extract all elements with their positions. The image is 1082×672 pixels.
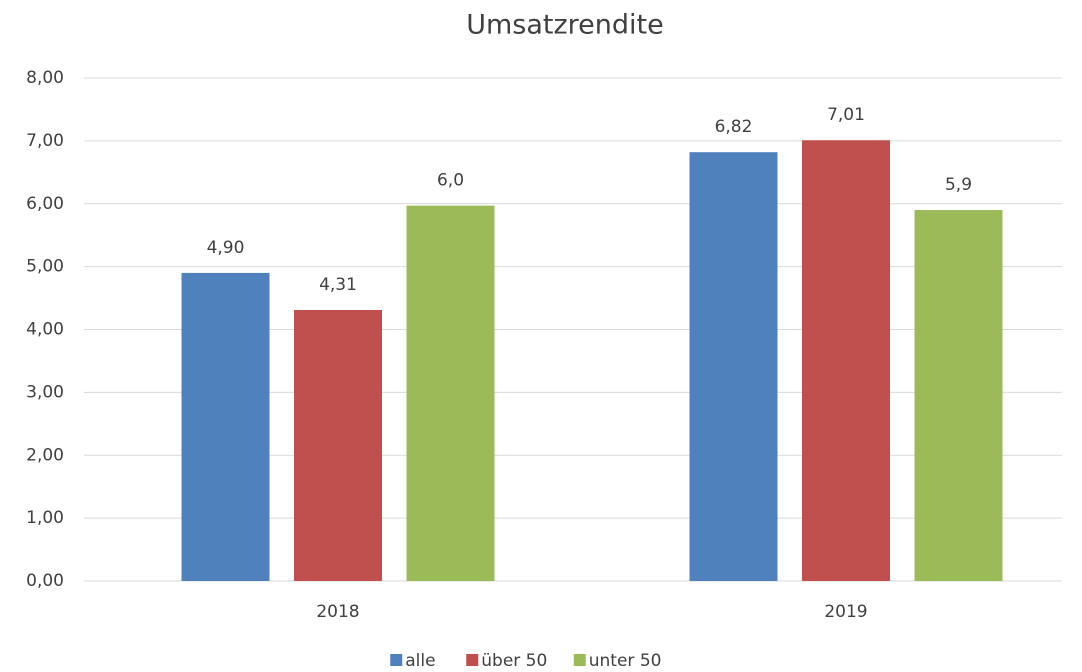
x-tick-label: 2019 xyxy=(824,602,867,622)
legend-label: über 50 xyxy=(481,651,547,671)
bar xyxy=(914,210,1003,581)
y-tick-label: 2,00 xyxy=(26,445,64,465)
y-tick-label: 7,00 xyxy=(26,131,64,151)
x-tick-label: 2018 xyxy=(316,602,359,622)
legend-swatch xyxy=(466,654,479,666)
legend-swatch xyxy=(573,654,586,666)
bar xyxy=(406,205,495,582)
data-label: 6,0 xyxy=(437,171,464,191)
legend-label: alle xyxy=(405,651,435,671)
data-label: 6,82 xyxy=(715,117,753,137)
y-tick-label: 4,00 xyxy=(26,320,64,340)
y-tick-label: 3,00 xyxy=(26,382,64,402)
bar xyxy=(689,152,778,581)
legend-swatch xyxy=(390,654,403,666)
legend-label: unter 50 xyxy=(589,651,662,671)
bar xyxy=(802,140,890,581)
y-tick-label: 0,00 xyxy=(26,571,64,591)
y-tick-label: 6,00 xyxy=(26,194,64,214)
bar xyxy=(294,310,382,581)
y-tick-label: 1,00 xyxy=(26,508,64,528)
data-label: 4,31 xyxy=(319,275,357,295)
y-tick-label: 5,00 xyxy=(26,257,64,277)
chart-title: Umsatzrendite xyxy=(466,10,664,41)
y-tick-label: 8,00 xyxy=(26,68,64,88)
data-label: 4,90 xyxy=(207,238,245,258)
data-label: 7,01 xyxy=(827,105,865,125)
bar xyxy=(181,272,270,581)
data-label: 5,9 xyxy=(945,175,972,195)
